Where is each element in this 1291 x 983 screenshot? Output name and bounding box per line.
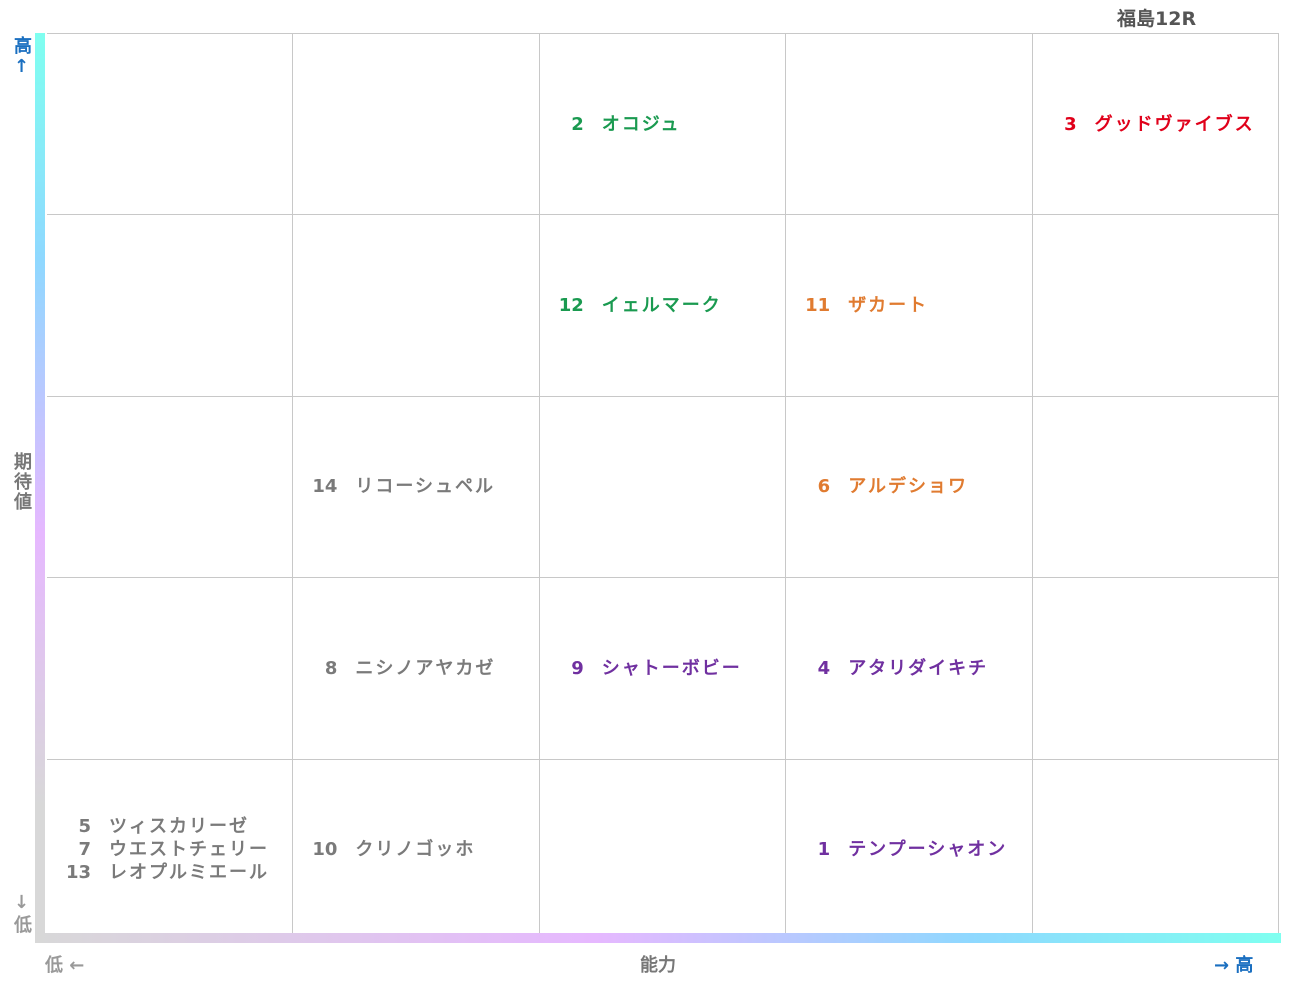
horse-name: ツィスカリーゼ [109, 816, 249, 838]
horse-name: クリノゴッホ [355, 839, 476, 861]
horse-number: 1 [817, 839, 831, 861]
grid-cell: 6 アルデショワ [786, 396, 1033, 579]
grid-cell [539, 396, 787, 579]
horse-name: オコジュ [601, 113, 681, 135]
horse-name: アタリダイキチ [848, 657, 989, 679]
horse-number: 5 [78, 816, 91, 838]
horse-number: 3 [1064, 113, 1077, 135]
grid-cell: 1 テンプーシャオン [786, 759, 1033, 941]
horse-number: 6 [817, 476, 831, 498]
horse-entry: 9 シャトーボビー [546, 657, 785, 680]
y-axis-label: 期待値 [11, 452, 32, 512]
y-axis-low: ↓低 [11, 892, 32, 935]
grid-cell [293, 34, 540, 216]
horse-name: ザカート [848, 295, 929, 317]
horse-number: 2 [571, 113, 584, 135]
horse-number: 11 [805, 295, 831, 317]
grid: 2 オコジュ 3 グッドヴァイブス 12 イェルマーク 11 ザカート 14 リコーシュペル 6 アル… [47, 33, 1279, 941]
grid-cell: 2 オコジュ [539, 34, 787, 216]
grid-cell: 11 ザカート [786, 215, 1033, 397]
horse-number: 14 [312, 476, 338, 498]
horse-name: アルデショワ [848, 476, 969, 498]
grid-cell: 10 クリノゴッホ [293, 759, 540, 941]
horse-entry: 13 レオプルミエール [53, 861, 292, 884]
grid-cell: 5 ツィスカリーゼ 7 ウエストチェリー 13 レオプルミエール [47, 759, 294, 941]
x-axis-label: 能力 [640, 955, 676, 976]
horse-name: リコーシュペル [355, 476, 496, 498]
horse-number: 10 [312, 839, 338, 861]
grid-cell [539, 759, 787, 941]
y-axis-high: 高↑ [11, 36, 32, 79]
grid-cell [786, 34, 1033, 216]
grid-cell: 12 イェルマーク [539, 215, 787, 397]
x-axis-high: → 高 [1214, 955, 1254, 976]
grid-cell: 8 ニシノアヤカゼ [293, 578, 540, 760]
x-axis-low: 低 ← [45, 955, 85, 976]
horse-number: 13 [65, 862, 91, 884]
x-axis-line [35, 933, 1281, 943]
horse-entry: 4 アタリダイキチ [792, 657, 1031, 680]
horse-entry: 7 ウエストチェリー [53, 838, 292, 861]
horse-entry: 2 オコジュ [546, 113, 785, 136]
grid-cell [47, 215, 294, 397]
horse-entry: 8 ニシノアヤカゼ [299, 657, 538, 680]
grid-cell [1032, 215, 1279, 397]
horse-entry: 1 テンプーシャオン [792, 838, 1031, 861]
horse-name: レオプルミエール [109, 862, 269, 884]
horse-name: シャトーボビー [601, 657, 742, 679]
grid-cell: 9 シャトーボビー [539, 578, 787, 760]
grid-cell [1032, 759, 1279, 941]
y-axis-line [35, 33, 45, 943]
grid-cell [293, 215, 540, 397]
horse-name: テンプーシャオン [848, 839, 1008, 861]
horse-number: 12 [558, 295, 584, 317]
horse-name: イェルマーク [601, 295, 722, 317]
horse-entry: 12 イェルマーク [546, 294, 785, 317]
horse-number: 4 [817, 657, 831, 679]
horse-entry: 14 リコーシュペル [299, 475, 538, 498]
grid-cell [1032, 578, 1279, 760]
horse-entry: 6 アルデショワ [792, 475, 1031, 498]
race-title: 福島12R [1117, 8, 1197, 30]
horse-number: 8 [324, 657, 338, 679]
horse-number: 7 [78, 839, 91, 861]
horse-name: ウエストチェリー [109, 839, 269, 861]
horse-entry: 5 ツィスカリーゼ [53, 815, 292, 838]
grid-cell: 4 アタリダイキチ [786, 578, 1033, 760]
horse-entry: 10 クリノゴッホ [299, 838, 538, 861]
grid-cell: 14 リコーシュペル [293, 396, 540, 579]
horse-entry: 11 ザカート [792, 294, 1031, 317]
grid-cell [47, 396, 294, 579]
horse-name: グッドヴァイブス [1094, 113, 1255, 135]
grid-cell [47, 578, 294, 760]
horse-entry: 3 グッドヴァイブス [1039, 113, 1278, 136]
horse-name: ニシノアヤカゼ [355, 657, 496, 679]
grid-cell [1032, 396, 1279, 579]
grid-cell: 3 グッドヴァイブス [1032, 34, 1279, 216]
horse-number: 9 [571, 657, 584, 679]
grid-cell [47, 34, 294, 216]
